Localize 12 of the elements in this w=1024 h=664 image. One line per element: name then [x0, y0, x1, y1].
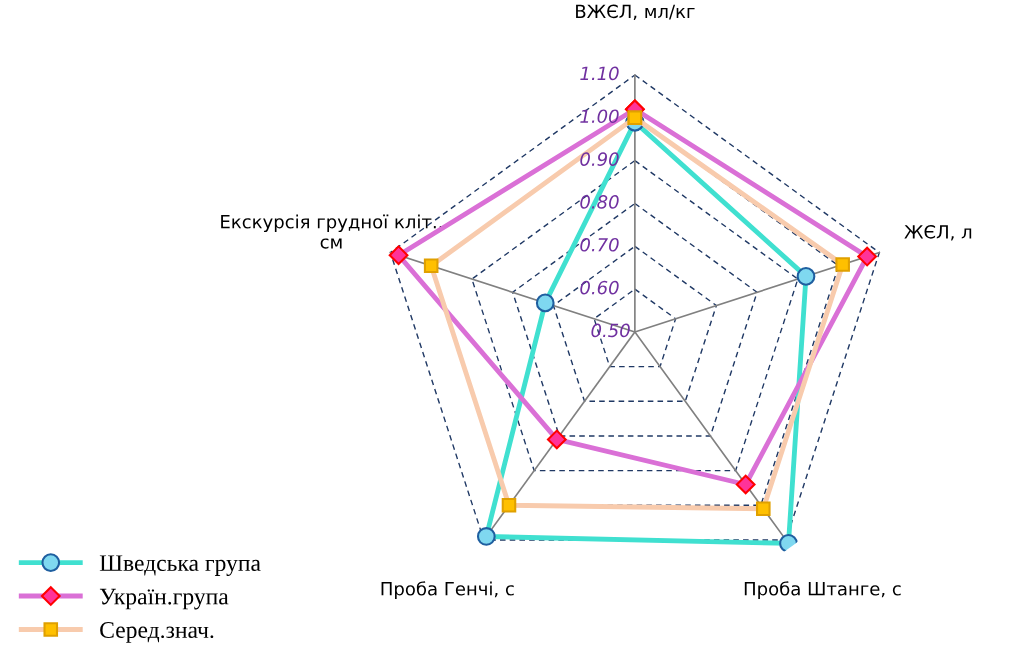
y-tick-label: 1.00	[580, 109, 619, 124]
spoke-label: Екскурсія грудної кліт., см	[221, 214, 442, 249]
y-tick-label: 0.70	[580, 237, 619, 252]
y-tick-label: 0.60	[580, 280, 619, 295]
legend-label: Серед.знач.	[100, 622, 214, 643]
spoke-label: Проба Штанге, с	[744, 581, 901, 600]
spoke-label: ВЖЄЛ, мл/кг	[576, 4, 695, 21]
legend-label: Шведська група	[99, 555, 261, 576]
spoke-label: ЖЄЛ, л	[904, 224, 972, 241]
spoke-label: Проба Генчі, с	[381, 581, 514, 600]
legend-label: Україн.група	[99, 588, 229, 610]
y-tick-label: 1.10	[580, 66, 619, 81]
